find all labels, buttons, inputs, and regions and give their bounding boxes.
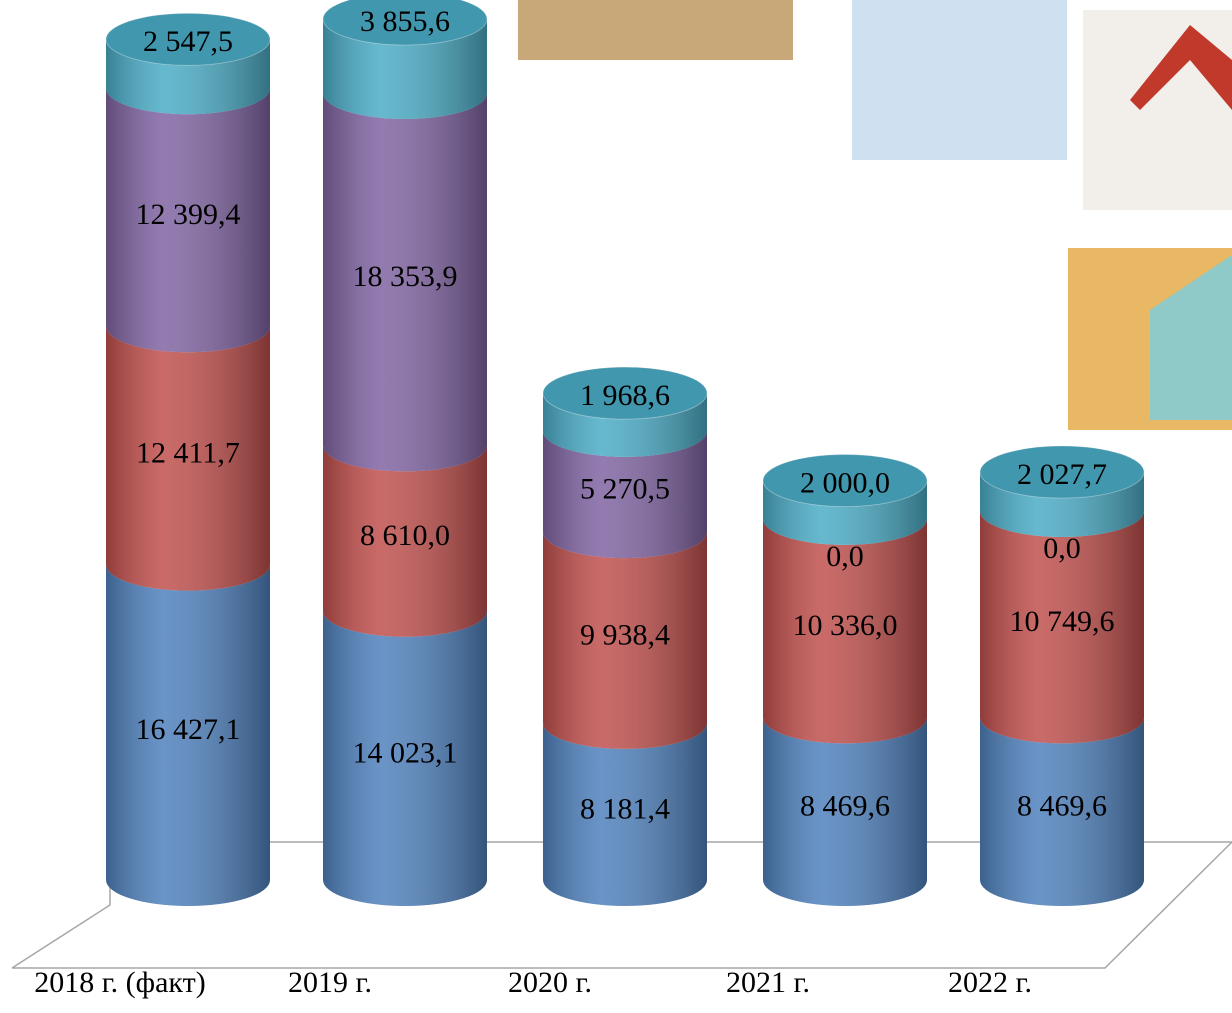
value-label: 10 749,6 bbox=[1010, 605, 1115, 638]
image-roof bbox=[1130, 25, 1232, 110]
value-label: 2 547,5 bbox=[143, 25, 233, 58]
bar-top bbox=[979, 445, 1145, 499]
bar-shade bbox=[980, 717, 1144, 906]
value-label: 2 000,0 bbox=[800, 466, 890, 499]
bar-shade bbox=[763, 717, 927, 906]
image-tap bbox=[852, 0, 1067, 160]
value-label: 12 411,7 bbox=[136, 436, 240, 469]
value-label: 0,0 bbox=[826, 540, 864, 573]
bar-shade bbox=[543, 722, 707, 906]
bar-shade bbox=[980, 510, 1144, 744]
bar-shade bbox=[323, 445, 487, 637]
images bbox=[518, 0, 1232, 430]
bar-top bbox=[322, 0, 488, 46]
value-label: 14 023,1 bbox=[353, 736, 458, 769]
bar-top-shade bbox=[543, 367, 707, 420]
value-label: 18 353,9 bbox=[353, 260, 458, 293]
bar-top-shade bbox=[763, 454, 927, 507]
bar-shade bbox=[106, 326, 270, 591]
bar-shade bbox=[106, 39, 270, 115]
bar-shade bbox=[543, 393, 707, 457]
image-envelope bbox=[1150, 255, 1232, 420]
image-house bbox=[1083, 10, 1232, 210]
floor-edge bbox=[12, 841, 1232, 969]
value-label: 16 427,1 bbox=[136, 713, 241, 746]
image-gavel bbox=[518, 0, 793, 60]
bar-top bbox=[762, 454, 928, 508]
value-label: 10 336,0 bbox=[793, 609, 898, 642]
value-label: 8 610,0 bbox=[360, 519, 450, 552]
bars: 16 427,1 12 411,7 12 399,4 2 547,5 14 023,1 8… bbox=[105, 0, 1145, 906]
x-tick-label: 2018 г. (факт) bbox=[34, 966, 205, 999]
bar-shade bbox=[980, 472, 1144, 537]
x-tick-label: 2019 г. bbox=[288, 966, 372, 999]
bar-shade bbox=[763, 480, 927, 545]
bar-top-shade bbox=[106, 13, 270, 66]
bar-top-shade bbox=[323, 0, 487, 46]
bar-shade bbox=[323, 93, 487, 472]
value-label: 12 399,4 bbox=[136, 198, 241, 231]
value-label: 5 270,5 bbox=[580, 472, 670, 505]
value-label: 8 469,6 bbox=[800, 790, 890, 823]
value-label: 3 855,6 bbox=[360, 5, 450, 38]
x-tick-label: 2020 г. bbox=[508, 966, 592, 999]
x-tick-label: 2022 г. bbox=[948, 966, 1032, 999]
bar-top bbox=[542, 366, 708, 420]
value-label: 8 469,6 bbox=[1017, 790, 1107, 823]
value-label: 2 027,7 bbox=[1017, 458, 1107, 491]
bar-shade bbox=[106, 88, 270, 353]
value-label: 9 938,4 bbox=[580, 618, 670, 651]
x-tick-label: 2021 г. bbox=[726, 966, 810, 999]
bar-shade bbox=[543, 532, 707, 749]
value-label: 0,0 bbox=[1043, 532, 1081, 565]
bar-top-shade bbox=[980, 446, 1144, 499]
bar-top bbox=[105, 12, 271, 66]
bar-shade bbox=[106, 564, 270, 906]
value-label: 8 181,4 bbox=[580, 792, 670, 825]
bar-shade bbox=[323, 610, 487, 906]
bar-shade bbox=[763, 518, 927, 744]
value-label: 1 968,6 bbox=[580, 379, 670, 412]
bar-shade bbox=[323, 19, 487, 120]
bar-shade bbox=[543, 430, 707, 559]
